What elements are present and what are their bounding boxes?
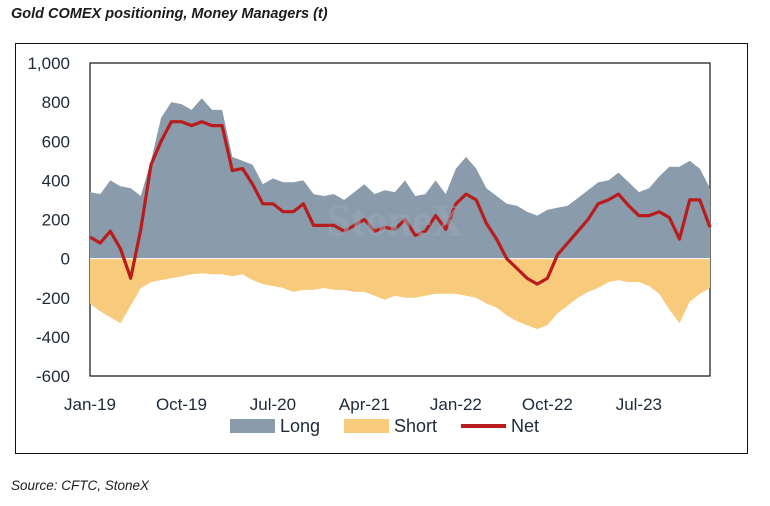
legend: Long Short Net bbox=[230, 416, 539, 436]
y-tick-label: 800 bbox=[42, 93, 70, 112]
x-tick-label: Oct-19 bbox=[156, 395, 207, 414]
x-axis-ticks: Jan-19 Oct-19 Jul-20 Apr-21 Jan-22 Oct-22 Jul-… bbox=[64, 395, 662, 414]
legend-label-net: Net bbox=[511, 416, 539, 436]
x-tick-label: Jul-23 bbox=[616, 395, 662, 414]
x-tick-label: Jan-19 bbox=[64, 395, 116, 414]
y-tick-label: 1,000 bbox=[27, 54, 70, 73]
x-tick-label: Oct-22 bbox=[522, 395, 573, 414]
legend-swatch-short bbox=[344, 419, 389, 433]
legend-label-long: Long bbox=[280, 416, 320, 436]
series-areas bbox=[90, 98, 710, 330]
y-tick-label: 400 bbox=[42, 171, 70, 190]
series-short-area bbox=[90, 258, 710, 330]
chart-title: Gold COMEX positioning, Money Managers (… bbox=[11, 6, 328, 22]
source-note: Source: CFTC, StoneX bbox=[11, 478, 150, 493]
y-tick-label: 200 bbox=[42, 211, 70, 230]
series-net-line bbox=[89, 120, 712, 286]
series-net-group bbox=[89, 120, 712, 286]
watermark: StoneX bbox=[327, 196, 464, 245]
y-tick-label: -400 bbox=[36, 328, 70, 347]
x-tick-label: Apr-21 bbox=[339, 395, 390, 414]
y-tick-label: 0 bbox=[61, 250, 70, 269]
y-tick-label: -200 bbox=[36, 289, 70, 308]
y-axis-ticks: 1,000 800 600 400 200 0 -200 -400 -600 bbox=[27, 54, 70, 386]
y-tick-label: 600 bbox=[42, 132, 70, 151]
legend-label-short: Short bbox=[394, 416, 437, 436]
x-tick-label: Jul-20 bbox=[250, 395, 296, 414]
series-long-area bbox=[90, 98, 710, 259]
chart-frame bbox=[15, 43, 748, 454]
y-tick-label: -600 bbox=[36, 367, 70, 386]
x-tick-label: Jan-22 bbox=[430, 395, 482, 414]
legend-swatch-long bbox=[230, 419, 275, 433]
